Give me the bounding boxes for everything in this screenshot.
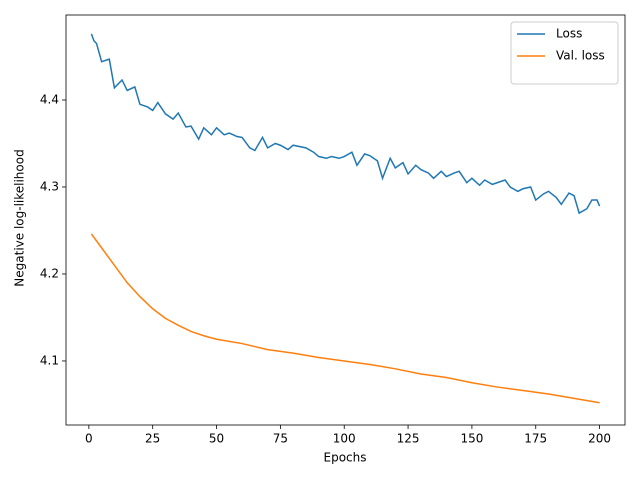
y-axis-label: Negative log-likelihood [13,149,27,286]
series-line [90,33,601,215]
x-tick-label: 0 [85,432,93,446]
x-tick-label: 150 [460,432,483,446]
legend-box [510,21,619,85]
x-tick-label: 50 [209,432,224,446]
series-line [90,233,600,404]
x-axis-label: Epochs [324,451,367,465]
x-tick-label: 25 [145,432,160,446]
legend-label: Val. loss [556,49,605,63]
x-tick-label: 175 [524,432,547,446]
y-tick-label: 4.4 [40,92,59,106]
x-tick-label: 100 [333,432,356,446]
y-tick-label: 4.2 [40,266,59,280]
legend-label: Loss [556,27,582,41]
y-tick-label: 4.3 [40,179,59,193]
x-tick-label: 125 [397,432,420,446]
x-tick-label: 200 [588,432,611,446]
plot-frame [65,14,626,426]
y-tick-label: 4.1 [40,353,59,367]
x-tick-label: 75 [273,432,288,446]
